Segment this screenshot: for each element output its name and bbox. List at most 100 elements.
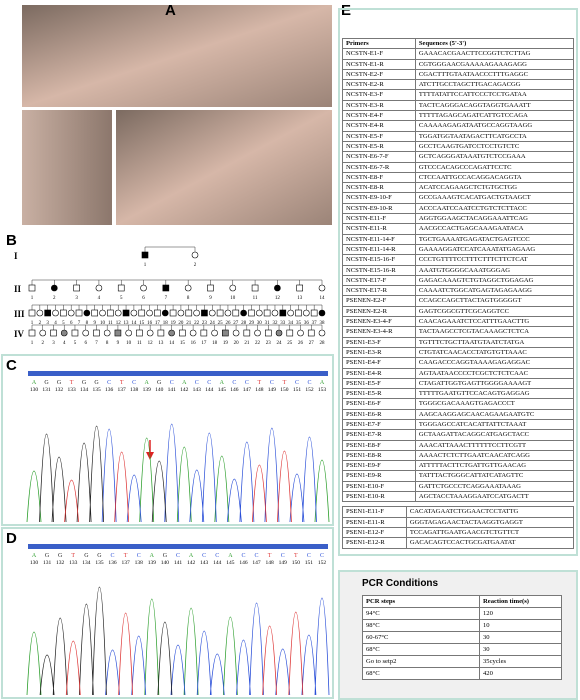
table-row: PSEN1-E5-F CTAGATTGGTGAGTTGGGGAAAAGT	[342, 377, 575, 390]
position: 146	[230, 387, 239, 393]
table-cell: GCTCAGGGATAAATGTCTCCGAAA	[414, 151, 575, 163]
table-cell: CCAGCCAGCTTACTAGTGGGGGT	[414, 295, 575, 307]
table-row: 94°C 120	[362, 607, 562, 620]
male	[91, 309, 99, 317]
position: 147	[243, 387, 252, 393]
table-cell: TGGATGGTAATAGACTTCATGCCTA	[414, 130, 575, 142]
female	[52, 309, 59, 317]
base-call: A	[189, 553, 194, 559]
male	[251, 284, 259, 292]
trace	[65, 611, 304, 696]
table-cell: PSEN1-E11-R	[342, 516, 407, 528]
table-cell: TACTCAGGGACAGGTAGGTGAAATT	[414, 99, 575, 112]
individual-number: 26	[225, 321, 231, 326]
table-row: NCSTN-E6-7-F GCTCAGGGATAAATGTCTCCGAAA	[342, 151, 575, 163]
trace	[101, 423, 317, 523]
table-row: NCSTN-E15-16-R AAATGTGGGGCAAATGGGAG	[342, 264, 575, 276]
table-cell: 10	[479, 619, 562, 632]
photo-neck	[22, 5, 332, 107]
position: 143	[193, 387, 202, 393]
individual-number: 7	[95, 341, 98, 346]
individual-number: 6	[142, 296, 145, 301]
table-cell: GACACAGTCCACTGCGATGAATAT	[405, 537, 575, 549]
individual-number: 13	[297, 296, 303, 301]
individual-number: 23	[266, 341, 272, 346]
header-cell: Primers	[342, 37, 416, 50]
female	[103, 329, 111, 337]
table-row: NCSTN-E2-F CGACTTTGTAATAACCCTTTGAGGC	[342, 68, 575, 81]
table-row: PSENEN-E3-4-R TACTAAGCCTCGTACAAAGCTCTCA	[342, 326, 575, 338]
base-call: A	[228, 553, 233, 559]
base-call: A	[145, 380, 150, 386]
male	[232, 309, 240, 317]
position: 145	[226, 560, 235, 566]
table-cell: 60-67°C	[362, 631, 480, 644]
individual-number: 27	[233, 321, 239, 326]
table-cell: PSEN1-E11-F	[342, 506, 407, 518]
base-call: C	[215, 553, 219, 559]
female	[146, 329, 154, 337]
female	[191, 251, 199, 259]
table-cell: ACCCAATCCAATCCTGTCTCTTACC	[414, 202, 575, 215]
base-call: A	[320, 380, 325, 386]
individual-number: 2	[41, 341, 44, 346]
female	[240, 309, 247, 317]
table-row: NCSTN-E17-F GAGACAAAGTCTGTAGGCTGGAGAG	[342, 274, 575, 287]
table-cell: NCSTN-E6-7-F	[342, 151, 416, 163]
male	[307, 329, 315, 337]
male	[264, 329, 272, 337]
male	[286, 329, 294, 337]
panel-label: A	[165, 2, 176, 19]
base-call: G	[82, 380, 87, 386]
individual-number: 8	[187, 296, 190, 301]
table-cell: AGTAATAACCCCTCGCTCTCTCAAC	[414, 367, 575, 379]
table-row: PSEN1-E5-R TTTTTGAATGTTCCACAGTGAGGAG	[342, 388, 575, 400]
female	[193, 309, 200, 317]
individual-number: 29	[249, 321, 255, 326]
trace	[64, 450, 292, 523]
table-row: NCSTN-E17-R CAAAATCTGGCATGAGTAGAGAAGG	[342, 285, 575, 297]
table-cell: TGGGAGCCATCACATTATTCTAAAT	[414, 418, 575, 431]
male	[207, 284, 214, 292]
pcr-table: PCR steps Reaction time(s) 94°C 120 98°C 10 6…	[362, 595, 562, 680]
individual-number: 33	[280, 321, 286, 326]
table-row: PSEN1-E7-F TGGGAGCCATCACATTATTCTAAAT	[342, 418, 575, 431]
position: 141	[168, 387, 177, 393]
female	[318, 309, 326, 317]
table-row: PSEN1-E10-R AGCTACCTAAAGGAATCCATGACTT	[342, 491, 575, 503]
male	[50, 329, 57, 337]
table-cell: NCSTN-E5-F	[342, 130, 416, 142]
table-row: PSEN1-E8-R AAAACTCTCTTGAATCAACATCAGG	[342, 449, 575, 462]
panel-label: C	[6, 357, 17, 374]
female	[140, 284, 147, 292]
table-cell: NCSTN-E8-R	[342, 182, 416, 194]
female	[189, 329, 197, 337]
table-cell: ACATCCAGAAGCTCTGTGCTGG	[414, 182, 575, 194]
individual-number: 7	[165, 296, 168, 301]
base-call: T	[268, 553, 272, 559]
base-call: C	[202, 553, 206, 559]
female	[318, 329, 326, 337]
table-cell: NCSTN-E15-16-F	[342, 254, 416, 266]
individual-number: 20	[234, 341, 240, 346]
base-call: C	[132, 380, 136, 386]
base-call: G	[45, 553, 50, 559]
individual-number: 14	[131, 321, 137, 326]
table-cell: NCSTN-E11-14-F	[342, 233, 416, 245]
position: 130	[30, 560, 39, 566]
table-cell: PSEN1-E10-F	[342, 480, 416, 493]
male	[44, 309, 51, 317]
male	[114, 329, 122, 337]
table-cell: PSEN1-E4-F	[342, 357, 416, 369]
base-call: T	[70, 380, 74, 386]
female	[99, 309, 106, 317]
position: 146	[239, 560, 248, 566]
table-cell: GATTCTGCCCTCAGGAAATAAAG	[414, 480, 575, 493]
table-cell: NCSTN-E1-R	[342, 58, 416, 70]
table-row: 68°C 30	[362, 643, 562, 656]
table-row: NCSTN-E5-R GCCTCAAGTGATCCTCCTGTCTC	[342, 140, 575, 153]
table-cell: PSEN1-E5-F	[342, 377, 416, 390]
female	[232, 329, 240, 337]
male	[296, 284, 303, 292]
base-call: C	[137, 553, 141, 559]
